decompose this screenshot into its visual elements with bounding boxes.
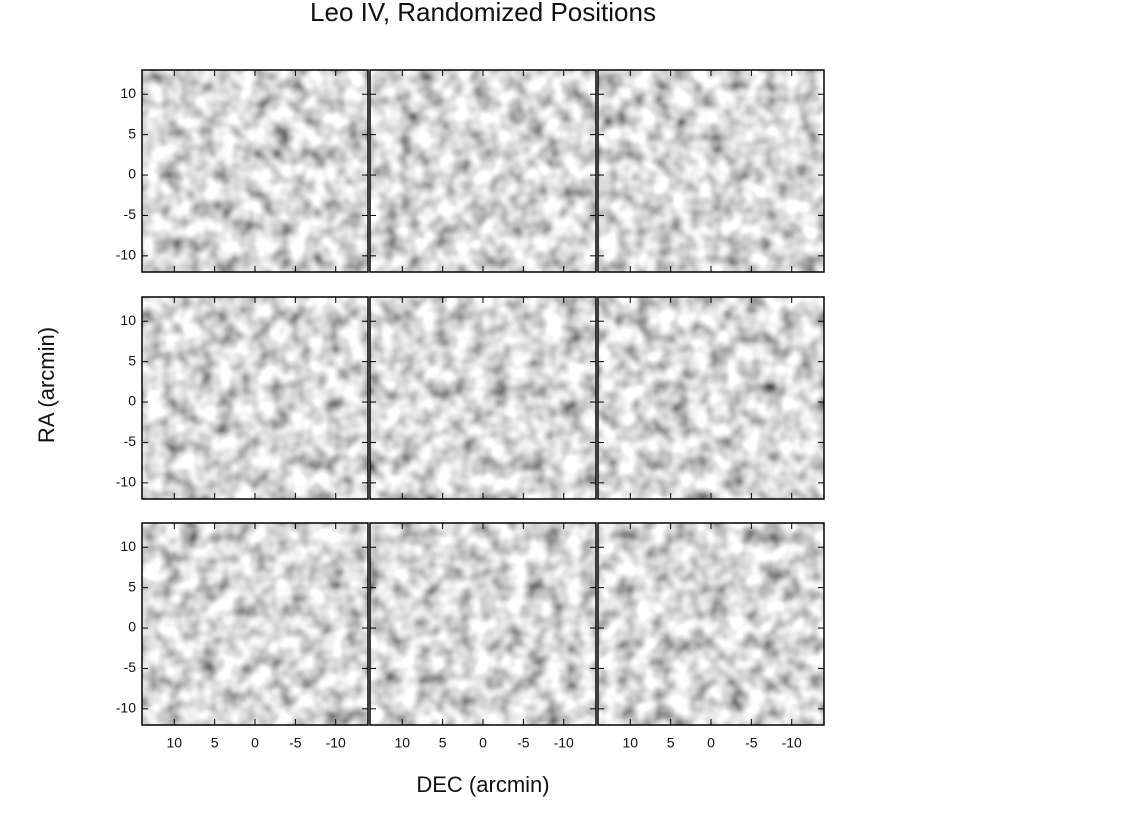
y-tick-label: 10 bbox=[120, 538, 136, 554]
x-tick-label: -5 bbox=[517, 735, 530, 751]
map-image bbox=[598, 297, 824, 499]
y-tick-label: -10 bbox=[116, 247, 136, 263]
x-tick-label: -10 bbox=[782, 735, 802, 751]
y-tick-label: -5 bbox=[124, 659, 137, 675]
x-tick-label: 0 bbox=[251, 735, 259, 751]
map-image bbox=[142, 523, 368, 725]
map-image bbox=[142, 297, 368, 499]
map-image bbox=[370, 70, 596, 272]
x-tick-label: 10 bbox=[166, 735, 182, 751]
y-tick-label: 5 bbox=[128, 125, 136, 141]
y-axis-label: RA (arcmin) bbox=[34, 327, 59, 443]
x-tick-label: 10 bbox=[622, 735, 638, 751]
y-tick-label: 0 bbox=[128, 619, 136, 635]
y-tick-label: -5 bbox=[124, 206, 137, 222]
x-tick-label: -10 bbox=[554, 735, 574, 751]
x-tick-label: 0 bbox=[707, 735, 715, 751]
y-tick-label: 0 bbox=[128, 393, 136, 409]
y-tick-label: -5 bbox=[124, 433, 137, 449]
y-tick-label: -10 bbox=[116, 700, 136, 716]
chart-title: Leo IV, Randomized Positions bbox=[310, 0, 656, 27]
y-tick-label: 10 bbox=[120, 312, 136, 328]
map-image bbox=[142, 70, 368, 272]
x-tick-label: 5 bbox=[439, 735, 447, 751]
x-axis-label: DEC (arcmin) bbox=[416, 772, 549, 797]
x-tick-label: -10 bbox=[326, 735, 346, 751]
y-tick-label: 10 bbox=[120, 85, 136, 101]
x-tick-label: -5 bbox=[745, 735, 758, 751]
map-image bbox=[370, 297, 596, 499]
y-tick-label: 5 bbox=[128, 578, 136, 594]
x-tick-label: 0 bbox=[479, 735, 487, 751]
x-tick-label: 5 bbox=[211, 735, 219, 751]
x-tick-label: 10 bbox=[394, 735, 410, 751]
map-image bbox=[370, 523, 596, 725]
y-tick-label: 0 bbox=[128, 166, 136, 182]
y-tick-label: -10 bbox=[116, 474, 136, 490]
x-tick-label: 5 bbox=[667, 735, 675, 751]
map-image bbox=[598, 70, 824, 272]
map-image bbox=[598, 523, 824, 725]
x-tick-label: -5 bbox=[289, 735, 302, 751]
y-tick-label: 5 bbox=[128, 352, 136, 368]
